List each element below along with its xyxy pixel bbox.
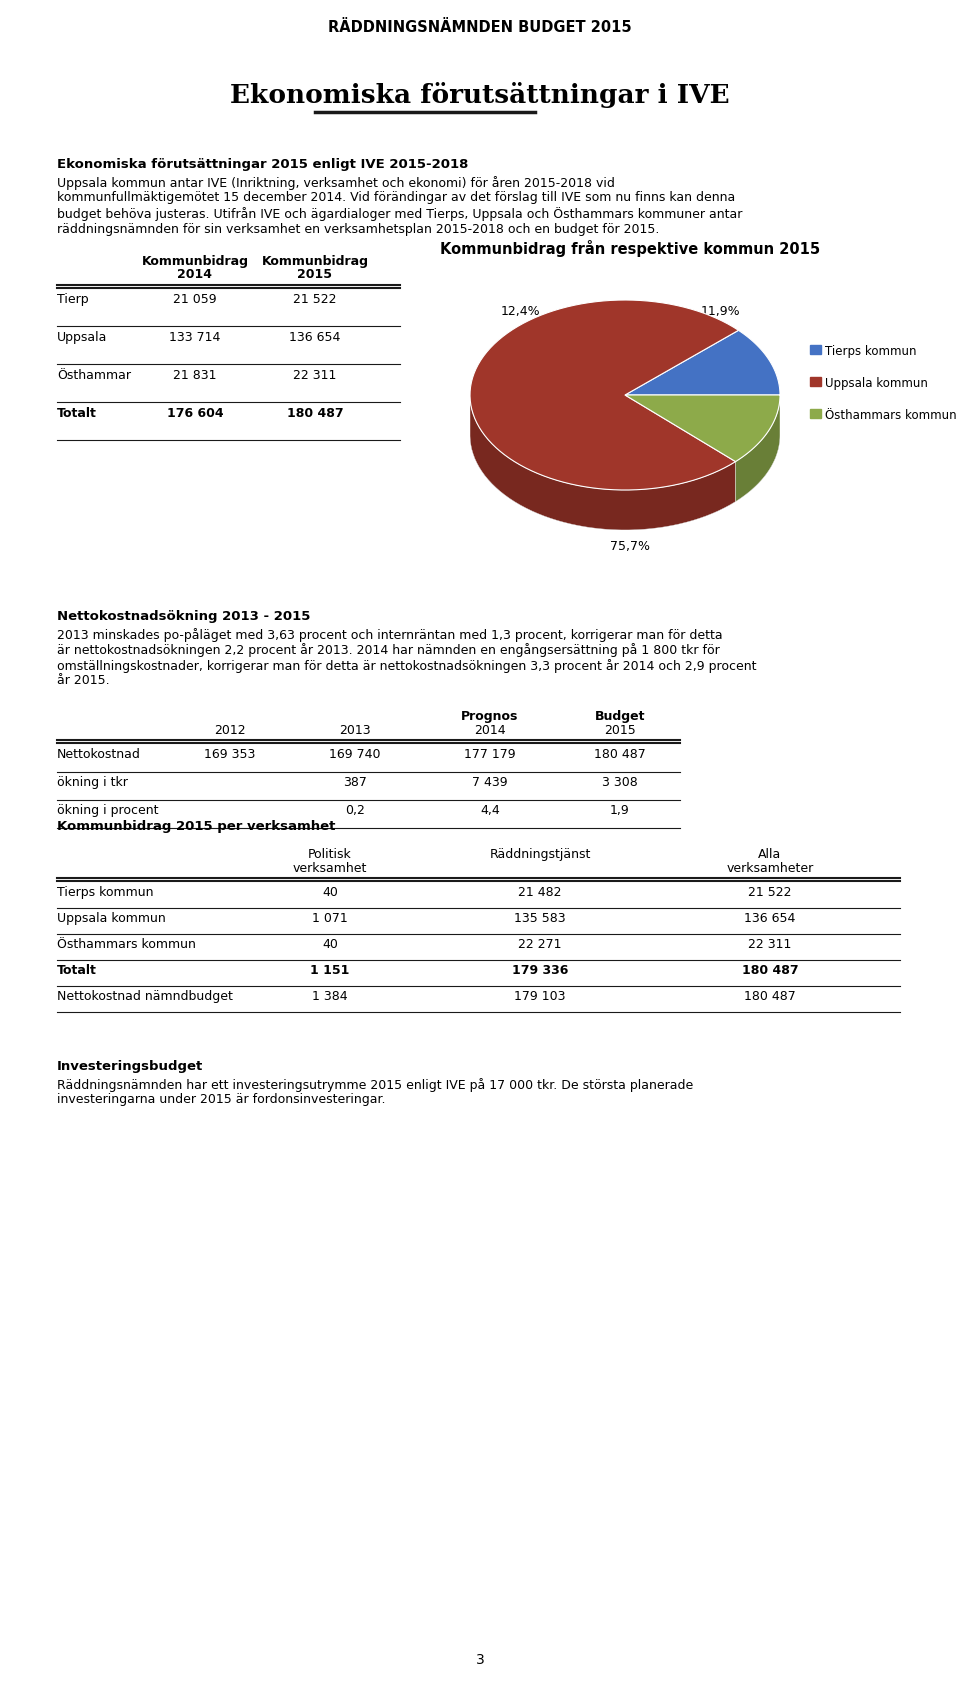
Text: budget behöva justeras. Utifrån IVE och ägardialoger med Tierps, Uppsala och Öst: budget behöva justeras. Utifrån IVE och … bbox=[57, 207, 742, 222]
Text: 12,4%: 12,4% bbox=[500, 305, 540, 318]
Text: Totalt: Totalt bbox=[57, 963, 97, 977]
Text: 179 103: 179 103 bbox=[515, 990, 565, 1002]
Text: Nettokostnad nämndbudget: Nettokostnad nämndbudget bbox=[57, 990, 233, 1002]
Text: 22 311: 22 311 bbox=[748, 938, 792, 951]
Polygon shape bbox=[470, 396, 735, 530]
Text: 177 179: 177 179 bbox=[465, 748, 516, 760]
Polygon shape bbox=[625, 394, 780, 462]
Text: 136 654: 136 654 bbox=[744, 913, 796, 924]
Text: 1 151: 1 151 bbox=[310, 963, 349, 977]
Text: 21 059: 21 059 bbox=[173, 293, 217, 306]
Text: Kommunbidrag 2015 per verksamhet: Kommunbidrag 2015 per verksamhet bbox=[57, 819, 335, 833]
Text: 133 714: 133 714 bbox=[169, 332, 221, 344]
Text: verksamhet: verksamhet bbox=[293, 862, 367, 875]
Text: 21 831: 21 831 bbox=[173, 369, 217, 383]
Text: Uppsala kommun: Uppsala kommun bbox=[825, 378, 928, 389]
Ellipse shape bbox=[470, 340, 780, 530]
Text: 2012: 2012 bbox=[214, 725, 246, 736]
Text: Ekonomiska förutsättningar 2015 enligt IVE 2015-2018: Ekonomiska förutsättningar 2015 enligt I… bbox=[57, 157, 468, 171]
Text: 169 740: 169 740 bbox=[329, 748, 381, 760]
Text: RÄDDNINGSNÄMNDEN BUDGET 2015: RÄDDNINGSNÄMNDEN BUDGET 2015 bbox=[328, 20, 632, 36]
Text: 21 522: 21 522 bbox=[293, 293, 337, 306]
Text: 2015: 2015 bbox=[298, 267, 332, 281]
Text: Prognos: Prognos bbox=[462, 709, 518, 723]
Polygon shape bbox=[735, 394, 780, 501]
Text: kommunfullmäktigemötet 15 december 2014. Vid förändingar av det förslag till IVE: kommunfullmäktigemötet 15 december 2014.… bbox=[57, 191, 735, 205]
Text: 180 487: 180 487 bbox=[287, 406, 344, 420]
Text: verksamheter: verksamheter bbox=[727, 862, 814, 875]
Text: Uppsala kommun: Uppsala kommun bbox=[57, 913, 166, 924]
Text: Östhammars kommun: Östhammars kommun bbox=[57, 938, 196, 951]
Text: 180 487: 180 487 bbox=[594, 748, 646, 760]
Text: Ekonomiska förutsättningar i IVE: Ekonomiska förutsättningar i IVE bbox=[230, 81, 730, 108]
Text: 3: 3 bbox=[475, 1652, 485, 1668]
Text: Räddningstjänst: Räddningstjänst bbox=[490, 848, 590, 862]
Text: 180 487: 180 487 bbox=[744, 990, 796, 1002]
Text: omställningskostnader, korrigerar man för detta är nettokostnadsökningen 3,3 pro: omställningskostnader, korrigerar man fö… bbox=[57, 659, 756, 674]
Text: Kommunbidrag: Kommunbidrag bbox=[261, 256, 369, 267]
Text: 21 482: 21 482 bbox=[518, 885, 562, 899]
Text: 387: 387 bbox=[343, 775, 367, 789]
Text: 169 353: 169 353 bbox=[204, 748, 255, 760]
Text: är nettokostnadsökningen 2,2 procent år 2013. 2014 har nämnden en engångsersättn: är nettokostnadsökningen 2,2 procent år … bbox=[57, 643, 720, 657]
Text: 40: 40 bbox=[322, 885, 338, 899]
Text: investeringarna under 2015 är fordonsinvesteringar.: investeringarna under 2015 är fordonsinv… bbox=[57, 1094, 386, 1107]
Text: 2013: 2013 bbox=[339, 725, 371, 736]
Text: 135 583: 135 583 bbox=[515, 913, 565, 924]
Text: Kommunbidrag: Kommunbidrag bbox=[141, 256, 249, 267]
Text: Investeringsbudget: Investeringsbudget bbox=[57, 1060, 204, 1073]
Text: 1 071: 1 071 bbox=[312, 913, 348, 924]
Text: 11,9%: 11,9% bbox=[700, 305, 740, 318]
Text: 176 604: 176 604 bbox=[167, 406, 224, 420]
Text: Nettokostnad: Nettokostnad bbox=[57, 748, 141, 760]
Text: ökning i procent: ökning i procent bbox=[57, 804, 158, 818]
Text: Östhammar: Östhammar bbox=[57, 369, 131, 383]
Text: räddningsnämnden för sin verksamhet en verksamhetsplan 2015-2018 och en budget f: räddningsnämnden för sin verksamhet en v… bbox=[57, 222, 660, 235]
Text: Nettokostnadsökning 2013 - 2015: Nettokostnadsökning 2013 - 2015 bbox=[57, 609, 310, 623]
Polygon shape bbox=[470, 300, 738, 489]
Text: Kommunbidrag från respektive kommun 2015: Kommunbidrag från respektive kommun 2015 bbox=[440, 240, 820, 257]
Text: Uppsala kommun antar IVE (Inriktning, verksamhet och ekonomi) för åren 2015-2018: Uppsala kommun antar IVE (Inriktning, ve… bbox=[57, 176, 614, 190]
Text: Politisk: Politisk bbox=[308, 848, 352, 862]
Text: 2014: 2014 bbox=[474, 725, 506, 736]
Text: Uppsala: Uppsala bbox=[57, 332, 108, 344]
Text: Tierps kommun: Tierps kommun bbox=[57, 885, 154, 899]
Text: 2013 minskades po-påläget med 3,63 procent och internräntan med 1,3 procent, kor: 2013 minskades po-påläget med 3,63 proce… bbox=[57, 628, 723, 642]
Text: Östhammars kommun: Östhammars kommun bbox=[825, 410, 956, 422]
Text: 2014: 2014 bbox=[178, 267, 212, 281]
Text: 0,2: 0,2 bbox=[345, 804, 365, 818]
Text: 1,9: 1,9 bbox=[611, 804, 630, 818]
Text: 1 384: 1 384 bbox=[312, 990, 348, 1002]
Text: 7 439: 7 439 bbox=[472, 775, 508, 789]
Text: Totalt: Totalt bbox=[57, 406, 97, 420]
Text: 22 271: 22 271 bbox=[518, 938, 562, 951]
Text: 180 487: 180 487 bbox=[742, 963, 799, 977]
Text: 4,4: 4,4 bbox=[480, 804, 500, 818]
Text: år 2015.: år 2015. bbox=[57, 674, 109, 687]
Text: Tierps kommun: Tierps kommun bbox=[825, 345, 917, 357]
Text: Tierp: Tierp bbox=[57, 293, 88, 306]
Text: 3 308: 3 308 bbox=[602, 775, 637, 789]
Text: 136 654: 136 654 bbox=[289, 332, 341, 344]
Polygon shape bbox=[625, 330, 780, 394]
Text: 21 522: 21 522 bbox=[748, 885, 792, 899]
Text: 2015: 2015 bbox=[604, 725, 636, 736]
Text: Räddningsnämnden har ett investeringsutrymme 2015 enligt IVE på 17 000 tkr. De s: Räddningsnämnden har ett investeringsutr… bbox=[57, 1078, 693, 1092]
Text: 75,7%: 75,7% bbox=[610, 540, 650, 554]
Text: ökning i tkr: ökning i tkr bbox=[57, 775, 128, 789]
Text: Alla: Alla bbox=[758, 848, 781, 862]
Text: 40: 40 bbox=[322, 938, 338, 951]
Text: 179 336: 179 336 bbox=[512, 963, 568, 977]
Text: Budget: Budget bbox=[595, 709, 645, 723]
Text: 22 311: 22 311 bbox=[294, 369, 337, 383]
